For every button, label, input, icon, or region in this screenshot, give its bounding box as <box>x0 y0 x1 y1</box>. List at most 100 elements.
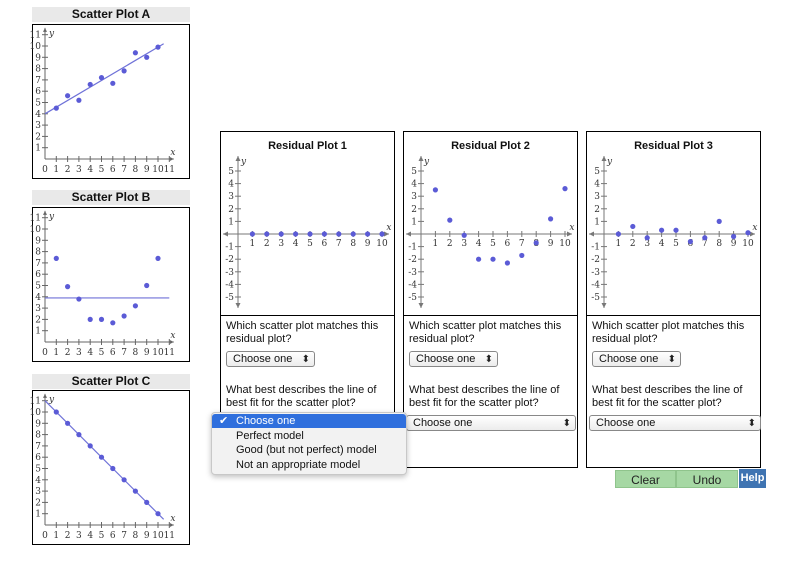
scatter-plot-c-title: Scatter Plot C <box>32 374 190 389</box>
x-tick-label: 1 <box>53 165 59 175</box>
x-tick-label: 3 <box>76 348 82 358</box>
x-axis-label: x <box>170 148 175 158</box>
y-axis-arrow-up-icon <box>418 156 424 161</box>
y-tick-label: 1 <box>35 510 41 520</box>
x-tick-label: 10 <box>152 531 164 541</box>
x-tick-label: 11 <box>164 165 175 175</box>
data-point <box>110 320 116 326</box>
model-dropdown-menu: ✔ Choose one Perfect model Good (but not… <box>211 412 407 475</box>
x-tick-label: 1 <box>433 239 439 249</box>
x-tick-label: 9 <box>144 531 150 541</box>
data-point <box>132 50 138 56</box>
data-point <box>53 105 59 111</box>
y-tick-label: -5 <box>591 293 600 303</box>
data-point <box>65 420 71 426</box>
x-tick-label: 0 <box>42 348 48 358</box>
y-tick-label: 8 <box>35 65 41 75</box>
x-tick-label: 5 <box>490 239 496 249</box>
scatter-plot-b-title: Scatter Plot B <box>32 190 190 205</box>
x-axis-label: x <box>569 223 574 233</box>
match-select[interactable]: Choose one ⬍ <box>409 351 498 367</box>
data-point <box>98 316 105 322</box>
model-select[interactable]: Choose one ⬍ <box>406 415 576 431</box>
y-tick-label: 2 <box>35 315 41 325</box>
y-tick-label: 5 <box>594 167 600 177</box>
y-tick-label: 4 <box>228 180 234 190</box>
y-axis-arrow-down-icon <box>235 303 241 308</box>
dropdown-option-perfect-model[interactable]: Perfect model <box>212 429 406 443</box>
residual-point <box>533 240 539 246</box>
y-tick-label: 3 <box>594 192 600 202</box>
y-tick-label: 9 <box>35 236 41 246</box>
dropdown-option-label: Not an appropriate model <box>236 459 361 471</box>
undo-button[interactable]: Undo <box>676 470 738 488</box>
clear-button[interactable]: Clear <box>615 470 676 488</box>
scatter-plot-a-title: Scatter Plot A <box>32 7 190 22</box>
help-button[interactable]: Help <box>739 469 766 488</box>
y-tick-label: -4 <box>408 280 417 290</box>
updown-arrow-icon: ⬍ <box>562 418 571 429</box>
data-point <box>132 303 138 309</box>
model-question: What best describes the line of best fit… <box>592 384 743 409</box>
updown-arrow-icon: ⬍ <box>301 354 310 365</box>
x-tick-label: 7 <box>121 165 127 175</box>
y-tick-label: 3 <box>411 192 417 202</box>
match-select-value: Choose one <box>599 353 659 365</box>
dropdown-option-choose-one[interactable]: ✔ Choose one <box>212 414 406 428</box>
data-point <box>53 409 59 415</box>
y-tick-label: 7 <box>35 76 41 86</box>
y-tick-label: -5 <box>408 293 417 303</box>
x-tick-label: 9 <box>144 348 150 358</box>
dropdown-option-label: Choose one <box>236 415 296 427</box>
y-tick-label: 11 <box>30 214 41 224</box>
x-axis-label: x <box>170 514 175 524</box>
y-tick-label: -4 <box>591 280 600 290</box>
x-tick-label: 5 <box>99 165 105 175</box>
residual-point <box>278 231 284 237</box>
residual-point <box>321 231 327 237</box>
data-point <box>144 54 150 60</box>
y-tick-label: 3 <box>35 304 41 314</box>
y-tick-label: -5 <box>225 293 234 303</box>
dropdown-option-label: Perfect model <box>236 430 304 442</box>
y-axis-label: y <box>240 157 247 167</box>
y-tick-label: 6 <box>35 87 41 97</box>
x-axis-arrow-left-icon <box>406 231 411 237</box>
dropdown-option-good-model[interactable]: Good (but not perfect) model <box>212 443 406 457</box>
y-tick-label: 1 <box>228 217 234 227</box>
dropdown-option-not-appropriate[interactable]: Not an appropriate model <box>212 458 406 472</box>
model-select-value: Choose one <box>596 417 656 429</box>
x-tick-label: 11 <box>164 531 175 541</box>
y-tick-label: 3 <box>35 487 41 497</box>
x-tick-label: 6 <box>110 165 116 175</box>
y-tick-label: 4 <box>35 293 41 303</box>
y-tick-label: 3 <box>228 192 234 202</box>
y-tick-label: 1 <box>35 327 41 337</box>
checkmark-icon: ✔ <box>219 415 229 427</box>
x-tick-label: 3 <box>76 531 82 541</box>
y-tick-label: 6 <box>35 270 41 280</box>
match-select[interactable]: Choose one ⬍ <box>226 351 315 367</box>
model-select[interactable]: Choose one ⬍ <box>589 415 761 431</box>
residual-point <box>731 233 737 240</box>
y-tick-label: 7 <box>35 259 41 269</box>
x-tick-label: 1 <box>53 531 59 541</box>
residual-point <box>716 218 722 224</box>
x-tick-label: 4 <box>293 239 299 249</box>
residual-point <box>249 231 255 237</box>
x-axis-arrow-icon <box>169 523 174 527</box>
residual-panel-1: Residual Plot 1 Which scatter plot match… <box>220 131 395 468</box>
y-axis-arrow-down-icon <box>601 303 607 308</box>
match-select[interactable]: Choose one ⬍ <box>592 351 681 367</box>
residual-point <box>519 252 525 259</box>
x-tick-label: 8 <box>133 348 139 358</box>
best-fit-line <box>44 400 165 520</box>
x-tick-label: 7 <box>336 239 342 249</box>
y-axis-label: y <box>48 29 55 39</box>
y-tick-label: 4 <box>411 180 417 190</box>
x-tick-label: 5 <box>673 239 679 249</box>
